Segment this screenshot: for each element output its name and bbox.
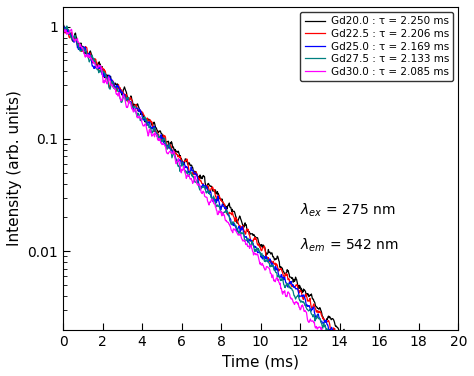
Line: Gd22.5 : τ = 2.206 ms: Gd22.5 : τ = 2.206 ms	[63, 24, 458, 359]
Legend: Gd20.0 : τ = 2.250 ms, Gd22.5 : τ = 2.206 ms, Gd25.0 : τ = 2.169 ms, Gd27.5 : τ : Gd20.0 : τ = 2.250 ms, Gd22.5 : τ = 2.20…	[301, 12, 453, 81]
Gd30.0 : τ = 2.085 ms: (0.426, 0.948): τ = 2.085 ms: (0.426, 0.948)	[69, 27, 74, 32]
Gd22.5 : τ = 2.206 ms: (17.2, 0.0011): τ = 2.206 ms: (17.2, 0.0011)	[401, 356, 407, 361]
Line: Gd20.0 : τ = 2.250 ms: Gd20.0 : τ = 2.250 ms	[63, 24, 458, 359]
X-axis label: Time (ms): Time (ms)	[222, 354, 299, 369]
Gd25.0 : τ = 2.169 ms: (14.6, 0.0011): τ = 2.169 ms: (14.6, 0.0011)	[349, 356, 355, 361]
Line: Gd27.5 : τ = 2.133 ms: Gd27.5 : τ = 2.133 ms	[63, 26, 458, 359]
Gd25.0 : τ = 2.169 ms: (15.2, 0.0011): τ = 2.169 ms: (15.2, 0.0011)	[361, 356, 367, 361]
Gd27.5 : τ = 2.133 ms: (11.6, 0.00439): τ = 2.133 ms: (11.6, 0.00439)	[290, 289, 296, 294]
Gd20.0 : τ = 2.250 ms: (12.7, 0.00347): τ = 2.250 ms: (12.7, 0.00347)	[312, 300, 318, 305]
Gd27.5 : τ = 2.133 ms: (20, 0.0011): τ = 2.133 ms: (20, 0.0011)	[456, 356, 461, 361]
Gd25.0 : τ = 2.169 ms: (12.2, 0.00407): τ = 2.169 ms: (12.2, 0.00407)	[301, 293, 306, 297]
Gd25.0 : τ = 2.169 ms: (1.25, 0.561): τ = 2.169 ms: (1.25, 0.561)	[85, 53, 91, 57]
Gd20.0 : τ = 2.250 ms: (15.5, 0.0011): τ = 2.250 ms: (15.5, 0.0011)	[367, 356, 373, 361]
Gd30.0 : τ = 2.085 ms: (0, 0.909): τ = 2.085 ms: (0, 0.909)	[60, 29, 66, 33]
Gd22.5 : τ = 2.206 ms: (11.6, 0.00491): τ = 2.206 ms: (11.6, 0.00491)	[290, 284, 295, 288]
Gd22.5 : τ = 2.206 ms: (15.2, 0.0011): τ = 2.206 ms: (15.2, 0.0011)	[361, 356, 366, 361]
Gd20.0 : τ = 2.250 ms: (11.6, 0.00578): τ = 2.250 ms: (11.6, 0.00578)	[290, 276, 295, 280]
Gd25.0 : τ = 2.169 ms: (12.8, 0.00264): τ = 2.169 ms: (12.8, 0.00264)	[312, 314, 318, 318]
Y-axis label: Intensity (arb. units): Intensity (arb. units)	[7, 90, 22, 246]
Gd30.0 : τ = 2.085 ms: (12.2, 0.00311): τ = 2.085 ms: (12.2, 0.00311)	[301, 306, 306, 310]
Gd30.0 : τ = 2.085 ms: (15.2, 0.0011): τ = 2.085 ms: (15.2, 0.0011)	[361, 356, 367, 361]
Gd25.0 : τ = 2.169 ms: (17.3, 0.0011): τ = 2.169 ms: (17.3, 0.0011)	[401, 356, 407, 361]
Gd22.5 : τ = 2.206 ms: (1.23, 0.597): τ = 2.206 ms: (1.23, 0.597)	[84, 50, 90, 54]
Gd22.5 : τ = 2.206 ms: (12.1, 0.00376): τ = 2.206 ms: (12.1, 0.00376)	[300, 297, 306, 301]
Gd22.5 : τ = 2.206 ms: (20, 0.0011): τ = 2.206 ms: (20, 0.0011)	[456, 356, 461, 361]
Gd27.5 : τ = 2.133 ms: (17.3, 0.0011): τ = 2.133 ms: (17.3, 0.0011)	[401, 356, 407, 361]
Gd20.0 : τ = 2.250 ms: (20, 0.0011): τ = 2.250 ms: (20, 0.0011)	[456, 356, 461, 361]
Text: $\lambda_{ex}$ = 275 nm: $\lambda_{ex}$ = 275 nm	[300, 202, 396, 219]
Gd30.0 : τ = 2.085 ms: (20, 0.0011): τ = 2.085 ms: (20, 0.0011)	[456, 356, 461, 361]
Gd22.5 : τ = 2.206 ms: (0, 1.06): τ = 2.206 ms: (0, 1.06)	[60, 21, 66, 26]
Gd25.0 : τ = 2.169 ms: (0, 0.989): τ = 2.169 ms: (0, 0.989)	[60, 25, 66, 29]
Gd30.0 : τ = 2.085 ms: (11.6, 0.00352): τ = 2.085 ms: (11.6, 0.00352)	[290, 300, 296, 305]
Gd27.5 : τ = 2.133 ms: (14.3, 0.0011): τ = 2.133 ms: (14.3, 0.0011)	[343, 356, 348, 361]
Gd27.5 : τ = 2.133 ms: (12.8, 0.00254): τ = 2.133 ms: (12.8, 0.00254)	[312, 316, 318, 320]
Gd20.0 : τ = 2.250 ms: (0, 1.06): τ = 2.250 ms: (0, 1.06)	[60, 21, 66, 26]
Gd30.0 : τ = 2.085 ms: (14.2, 0.0011): τ = 2.085 ms: (14.2, 0.0011)	[340, 356, 346, 361]
Gd25.0 : τ = 2.169 ms: (20, 0.0011): τ = 2.169 ms: (20, 0.0011)	[456, 356, 461, 361]
Gd30.0 : τ = 2.085 ms: (17.3, 0.0011): τ = 2.085 ms: (17.3, 0.0011)	[401, 356, 407, 361]
Gd22.5 : τ = 2.206 ms: (15.1, 0.0011): τ = 2.206 ms: (15.1, 0.0011)	[358, 356, 364, 361]
Gd25.0 : τ = 2.169 ms: (0.0751, 0.995): τ = 2.169 ms: (0.0751, 0.995)	[62, 25, 67, 29]
Gd27.5 : τ = 2.133 ms: (1.25, 0.543): τ = 2.133 ms: (1.25, 0.543)	[85, 54, 91, 59]
Gd27.5 : τ = 2.133 ms: (0.175, 1.01): τ = 2.133 ms: (0.175, 1.01)	[64, 24, 69, 29]
Gd27.5 : τ = 2.133 ms: (15.2, 0.0011): τ = 2.133 ms: (15.2, 0.0011)	[361, 356, 367, 361]
Gd27.5 : τ = 2.133 ms: (0, 0.948): τ = 2.133 ms: (0, 0.948)	[60, 27, 66, 32]
Line: Gd25.0 : τ = 2.169 ms: Gd25.0 : τ = 2.169 ms	[63, 27, 458, 359]
Gd30.0 : τ = 2.085 ms: (1.25, 0.567): τ = 2.085 ms: (1.25, 0.567)	[85, 52, 91, 57]
Gd22.5 : τ = 2.206 ms: (12.7, 0.00318): τ = 2.206 ms: (12.7, 0.00318)	[312, 305, 318, 309]
Text: $\lambda_{em}$ = 542 nm: $\lambda_{em}$ = 542 nm	[300, 237, 399, 255]
Gd20.0 : τ = 2.250 ms: (15.2, 0.00144): τ = 2.250 ms: (15.2, 0.00144)	[360, 343, 365, 348]
Gd25.0 : τ = 2.169 ms: (11.6, 0.00503): τ = 2.169 ms: (11.6, 0.00503)	[290, 282, 296, 287]
Gd20.0 : τ = 2.250 ms: (17.2, 0.0011): τ = 2.250 ms: (17.2, 0.0011)	[401, 356, 407, 361]
Gd27.5 : τ = 2.133 ms: (12.2, 0.00355): τ = 2.133 ms: (12.2, 0.00355)	[301, 299, 306, 304]
Gd20.0 : τ = 2.250 ms: (1.23, 0.594): τ = 2.250 ms: (1.23, 0.594)	[84, 50, 90, 55]
Gd20.0 : τ = 2.250 ms: (12.1, 0.00433): τ = 2.250 ms: (12.1, 0.00433)	[300, 290, 306, 294]
Line: Gd30.0 : τ = 2.085 ms: Gd30.0 : τ = 2.085 ms	[63, 29, 458, 359]
Gd30.0 : τ = 2.085 ms: (12.8, 0.00208): τ = 2.085 ms: (12.8, 0.00208)	[312, 326, 318, 330]
